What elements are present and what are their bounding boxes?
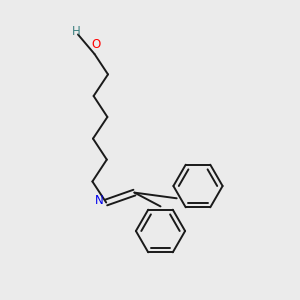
Text: N: N: [95, 194, 104, 207]
Text: H: H: [72, 25, 81, 38]
Text: O: O: [92, 38, 100, 52]
